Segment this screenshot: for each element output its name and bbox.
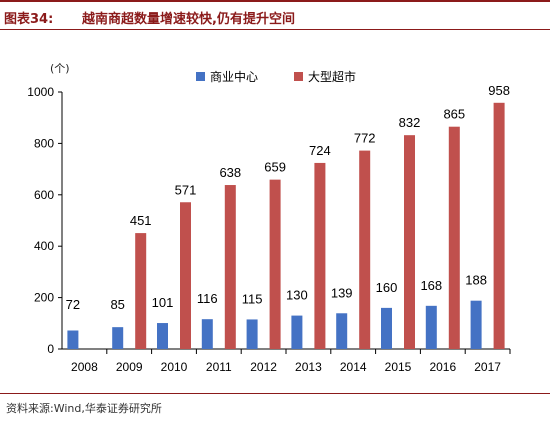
x-tick-label: 2010: [161, 360, 188, 374]
data-label: 832: [399, 115, 421, 130]
legend-label: 商业中心: [210, 69, 258, 84]
x-tick-label: 2016: [429, 360, 456, 374]
bar-commercial-center: [336, 313, 348, 349]
bar-hypermarket: [269, 179, 281, 349]
data-label: 724: [309, 143, 331, 158]
y-tick-label: 400: [34, 239, 54, 253]
data-label: 101: [152, 295, 174, 310]
x-tick-label: 2015: [385, 360, 412, 374]
y-tick-label: 200: [34, 291, 54, 305]
chart-bars: [67, 102, 505, 349]
bar-commercial-center: [67, 330, 79, 349]
bar-commercial-center: [201, 319, 213, 349]
x-tick-label: 2017: [474, 360, 501, 374]
bar-hypermarket: [224, 185, 236, 349]
x-tick-label: 2008: [71, 360, 98, 374]
y-axis-unit: (个): [50, 62, 70, 75]
y-tick-label: 800: [34, 136, 54, 150]
data-label: 160: [376, 280, 398, 295]
y-tick-label: 600: [34, 188, 54, 202]
bar-commercial-center: [112, 327, 124, 349]
chart-data-labels: 72 85 451 101 571 116 638 115 659 130 724 139 772 160…: [66, 83, 510, 312]
bar-hypermarket: [359, 150, 371, 349]
data-label: 188: [465, 273, 487, 288]
data-label: 168: [420, 278, 442, 293]
data-label: 115: [242, 291, 263, 306]
bar-chart: (个) 0 200 400 600 800 1000 2008 2009 2010 2011 2012…: [27, 62, 511, 374]
bar-commercial-center: [470, 300, 482, 349]
x-tick-label: 2014: [340, 360, 367, 374]
title-divider: [0, 29, 550, 30]
data-label: 638: [219, 165, 241, 180]
chart-axes: (个) 0 200 400 600 800 1000 2008 2009 2010 2011 2012…: [27, 62, 511, 374]
data-label: 865: [443, 107, 465, 122]
figure-label: 图表34:: [4, 12, 54, 27]
chart-legend: 商业中心 大型超市: [196, 69, 356, 84]
legend-swatch-hypermarket: [294, 72, 303, 81]
bar-hypermarket: [135, 233, 147, 349]
source-note: 资料来源:Wind,华泰证券研究所: [6, 402, 162, 415]
x-tick-label: 2009: [116, 360, 143, 374]
y-tick-label: 0: [47, 342, 54, 356]
bar-commercial-center: [291, 315, 303, 349]
legend-swatch-commercial-center: [196, 72, 205, 81]
bar-hypermarket: [180, 202, 191, 349]
bar-commercial-center: [157, 323, 168, 349]
x-tick-label: 2013: [295, 360, 322, 374]
source-divider: [0, 393, 550, 394]
x-tick-label: 2011: [206, 360, 232, 374]
bar-hypermarket: [448, 126, 460, 349]
data-label: 139: [331, 285, 353, 300]
data-label: 116: [197, 291, 218, 306]
data-label: 958: [488, 83, 510, 98]
data-label: 571: [175, 182, 197, 197]
data-label: 451: [130, 213, 152, 228]
bar-hypermarket: [314, 162, 326, 349]
bar-commercial-center: [425, 305, 437, 349]
bar-hypermarket: [404, 135, 415, 349]
bar-commercial-center: [246, 319, 258, 349]
data-label: 130: [286, 288, 308, 303]
data-label: 85: [110, 297, 124, 312]
figure-title: 越南商超数量增速较快,仍有提升空间: [82, 12, 295, 27]
bar-hypermarket: [493, 102, 505, 349]
data-label: 72: [66, 297, 80, 312]
legend-label: 大型超市: [308, 69, 356, 84]
data-label: 772: [354, 131, 376, 146]
y-tick-label: 1000: [27, 85, 54, 99]
data-label: 659: [264, 160, 286, 175]
bar-commercial-center: [381, 307, 392, 349]
x-tick-label: 2012: [250, 360, 277, 374]
figure-title-bar: 图表34: 越南商超数量增速较快,仍有提升空间: [0, 0, 550, 30]
